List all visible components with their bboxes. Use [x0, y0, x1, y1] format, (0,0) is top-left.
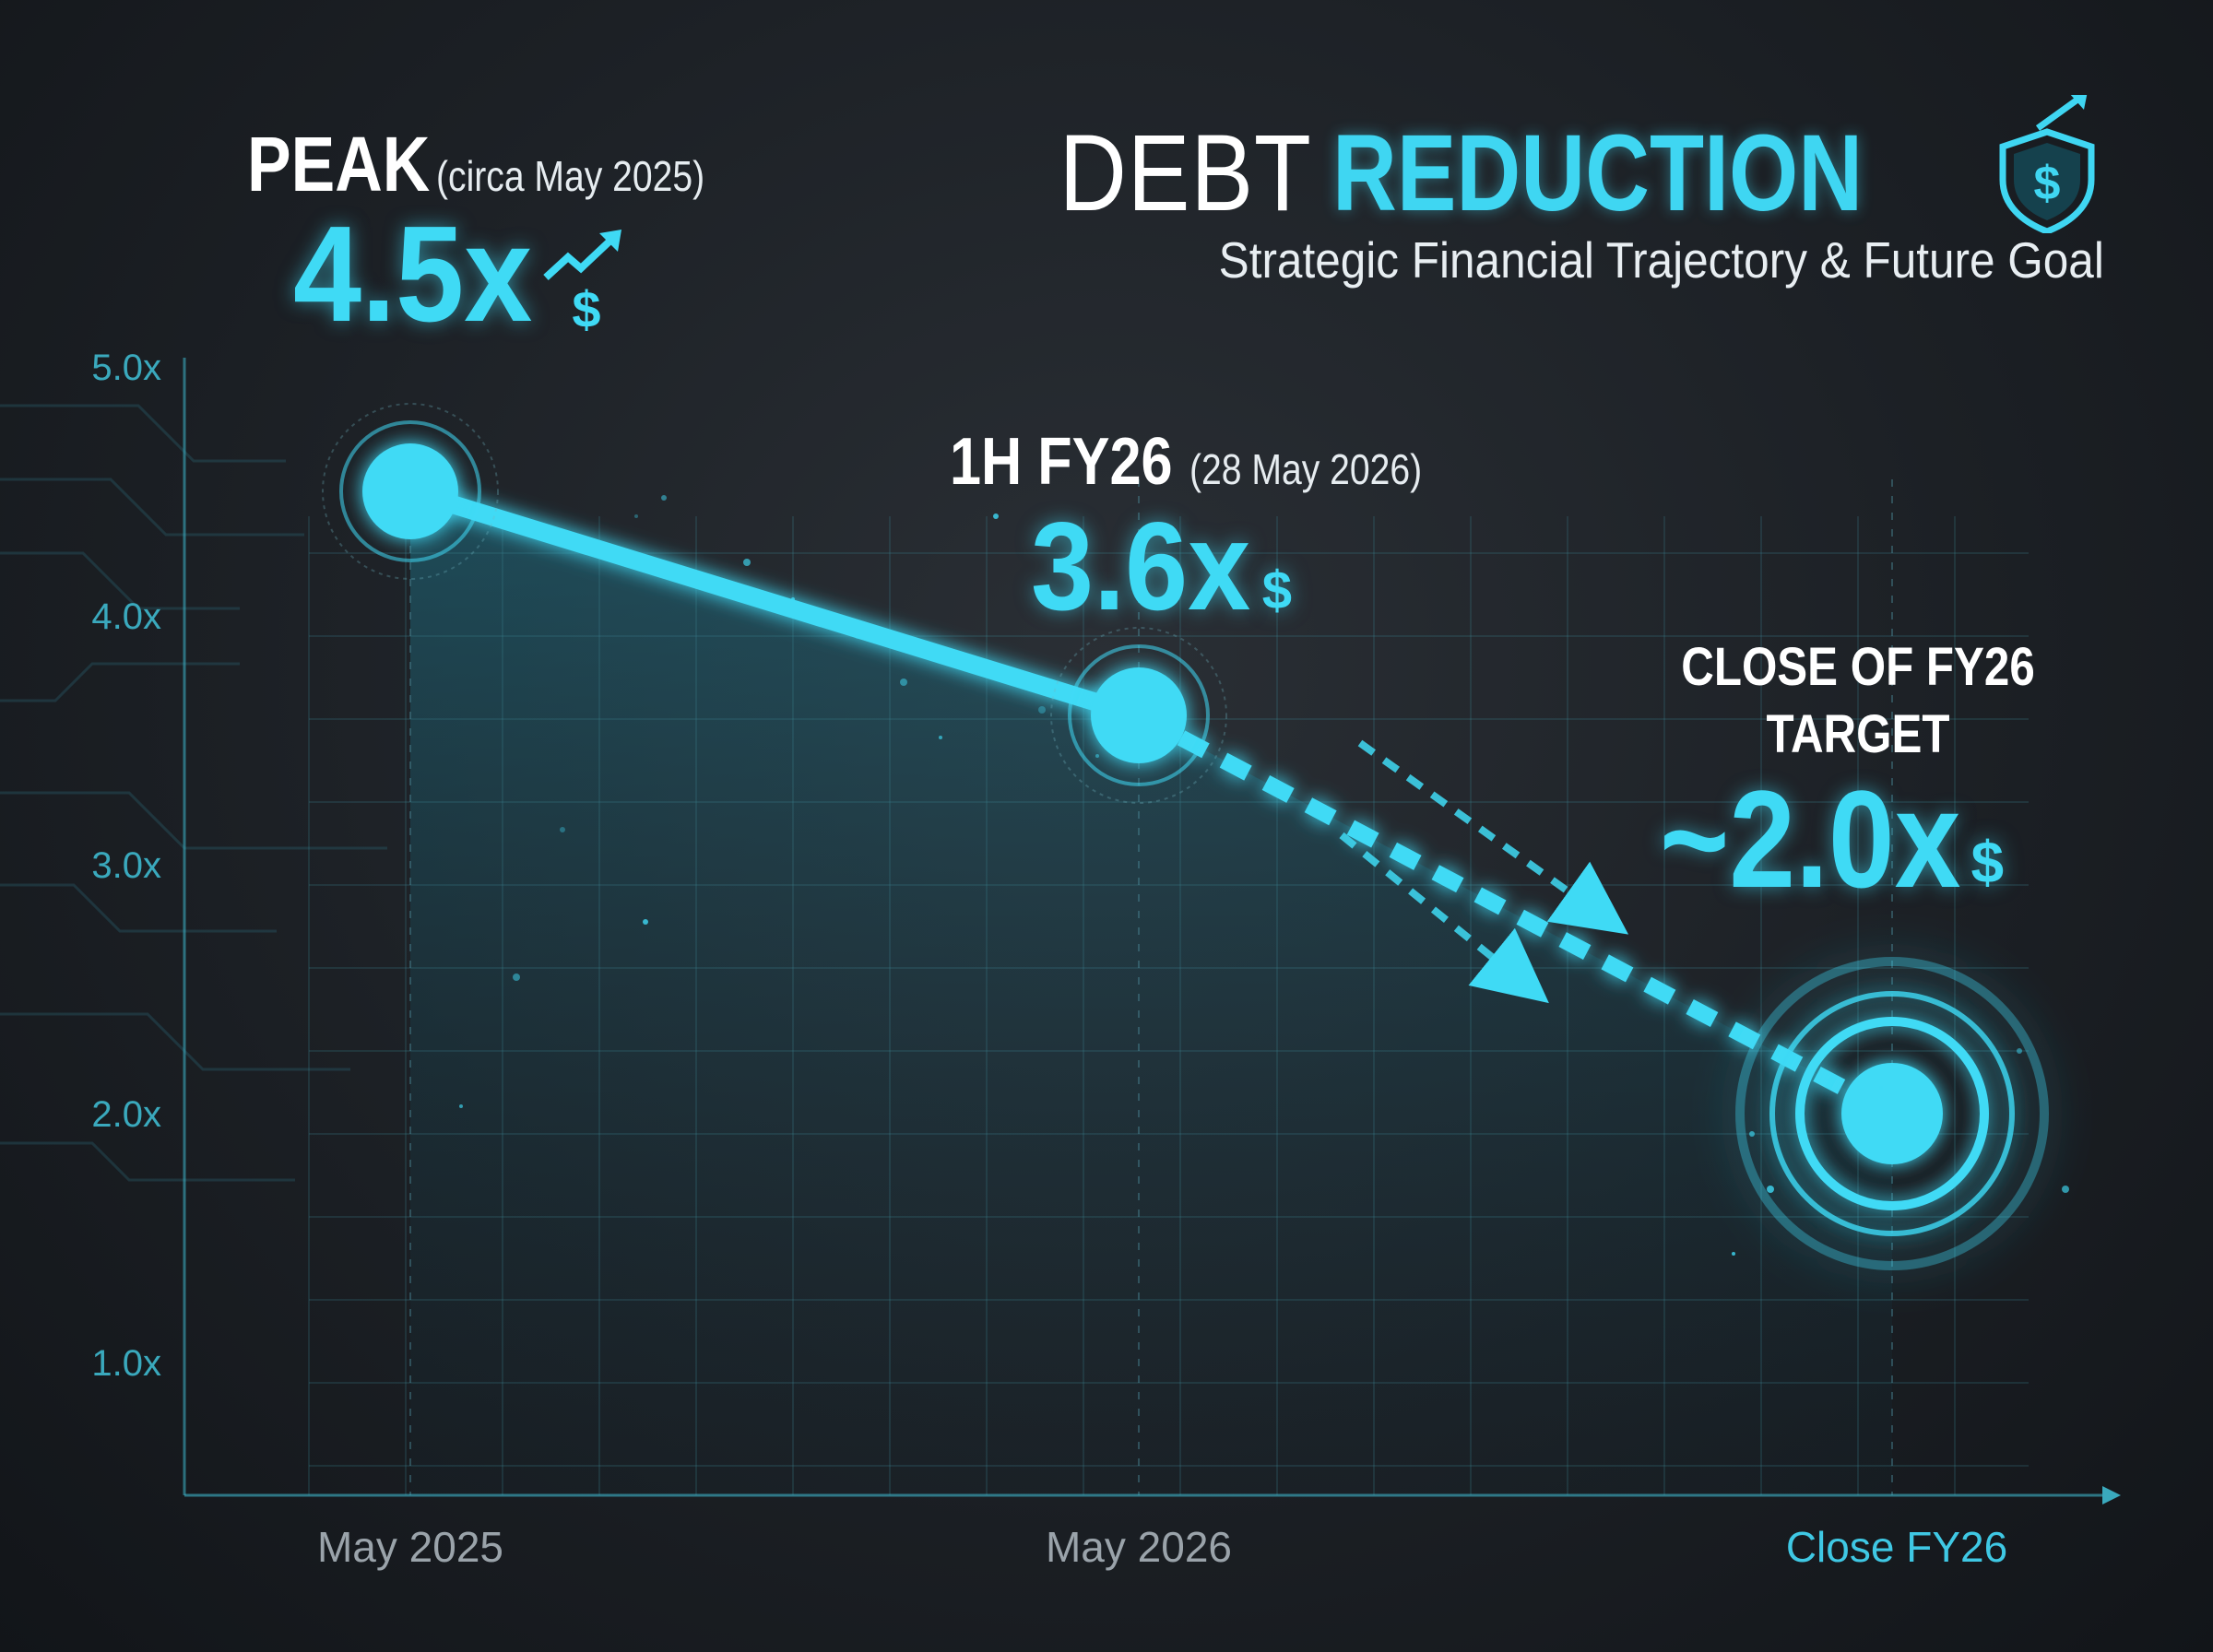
dollar-icon: $: [1261, 560, 1292, 620]
annotation-peak-value: 4.5x: [293, 198, 533, 350]
glow-particle: [1095, 754, 1099, 758]
circuit-trace: [0, 1012, 350, 1071]
glow-particle: [634, 514, 638, 518]
glow-particle: [643, 919, 648, 925]
circuit-trace: [0, 662, 240, 702]
annotation-close-fy26-value: ~2.0x: [1660, 761, 1961, 916]
glow-particle: [743, 559, 751, 566]
annotation-peak-head: PEAK: [247, 121, 431, 207]
area-fill: [410, 491, 1892, 1495]
y-tick-label: 2.0x: [91, 1094, 161, 1135]
glow-particle: [661, 495, 667, 501]
x-tick-label: Close FY26: [1786, 1523, 2007, 1571]
target-ring: [1795, 1017, 1989, 1210]
annotation-1h-fy26-value: 3.6x: [1031, 496, 1251, 636]
circuit-trace: [0, 883, 277, 933]
glow-particle: [791, 597, 795, 601]
chart-decor: [459, 495, 2069, 1256]
glow-particle: [939, 736, 942, 739]
point-ring: [322, 403, 499, 580]
y-tick-label: 4.0x: [91, 596, 161, 637]
chart-area-fill: [410, 491, 1892, 1495]
x-axis-arrow: [2102, 1486, 2121, 1504]
circuit-trace: [0, 478, 304, 537]
chart-title: DEBT REDUCTION $: [1018, 95, 2102, 236]
series-line: [401, 482, 1148, 725]
glow-particle: [2017, 1048, 2022, 1054]
shield-dollar-glyph: $: [2034, 157, 2061, 210]
circuit-trace: [0, 1141, 295, 1182]
dollar-icon: $: [572, 280, 600, 335]
y-tick-label: 5.0x: [91, 348, 161, 388]
projection-arrow: [1357, 739, 1629, 935]
title-part-debt: DEBT: [1059, 112, 1312, 234]
dollar-icon: $: [1970, 829, 2005, 895]
annotation-peak: PEAK (circa May 2025) 4.5x $: [247, 120, 752, 344]
glow-particle: [1879, 1086, 1883, 1090]
annotation-close-fy26-head-line1: CLOSE OF FY26: [1681, 637, 2035, 697]
glow-particle: [459, 1104, 463, 1108]
circuit-trace: [0, 791, 387, 850]
chart-subtitle: Strategic Financial Trajectory & Future …: [1218, 231, 2104, 289]
glow-particle: [1732, 1252, 1735, 1256]
circuit-trace: [0, 551, 240, 610]
glow-particle: [1038, 706, 1046, 714]
trend-up-arrow-icon: $: [543, 230, 622, 335]
data-point: [1841, 1063, 1943, 1164]
annotation-1h-fy26: 1H FY26 (28 May 2026) 3.6x $: [950, 424, 1463, 631]
glow-particle: [1749, 1131, 1755, 1137]
title-part-reduction: REDUCTION: [1331, 112, 1863, 234]
glow-particle: [993, 513, 999, 519]
glow-particle: [513, 974, 520, 981]
data-point: [362, 443, 458, 539]
chart-grid: [308, 479, 2029, 1495]
shield-dollar-icon: $: [1999, 95, 2095, 233]
data-point: [1091, 667, 1187, 763]
x-tick-label: May 2025: [317, 1523, 503, 1571]
chart-series: [322, 403, 2049, 1270]
point-ring: [1068, 644, 1210, 786]
point-ring: [1050, 627, 1227, 804]
annotation-close-fy26-head-line2: TARGET: [1766, 704, 1950, 764]
projection-arrow: [1339, 832, 1549, 1004]
x-tick-label: May 2026: [1046, 1523, 1232, 1571]
glow-particle: [560, 827, 565, 832]
y-tick-label: 1.0x: [91, 1343, 161, 1384]
annotation-1h-fy26-sub: (28 May 2026): [1189, 445, 1423, 493]
glow-particle: [1767, 1186, 1774, 1193]
target-ring: [1769, 991, 2015, 1236]
point-ring: [339, 420, 481, 562]
circuit-traces: [0, 404, 387, 1182]
glow-particle: [900, 678, 907, 686]
target-ring: [1735, 957, 2049, 1270]
glow-particle: [855, 633, 860, 639]
chart-axes: 5.0x 4.0x 3.0x 2.0x 1.0x May 2025 May 2026 Clos…: [91, 348, 2121, 1571]
y-tick-label: 3.0x: [91, 845, 161, 886]
annotation-close-fy26: CLOSE OF FY26 TARGET ~2.0x $: [1660, 636, 2139, 913]
annotation-1h-fy26-head: 1H FY26: [950, 425, 1173, 499]
glow-particle: [2062, 1186, 2069, 1193]
annotation-peak-sub: (circa May 2025): [436, 152, 705, 200]
circuit-trace: [0, 404, 286, 463]
